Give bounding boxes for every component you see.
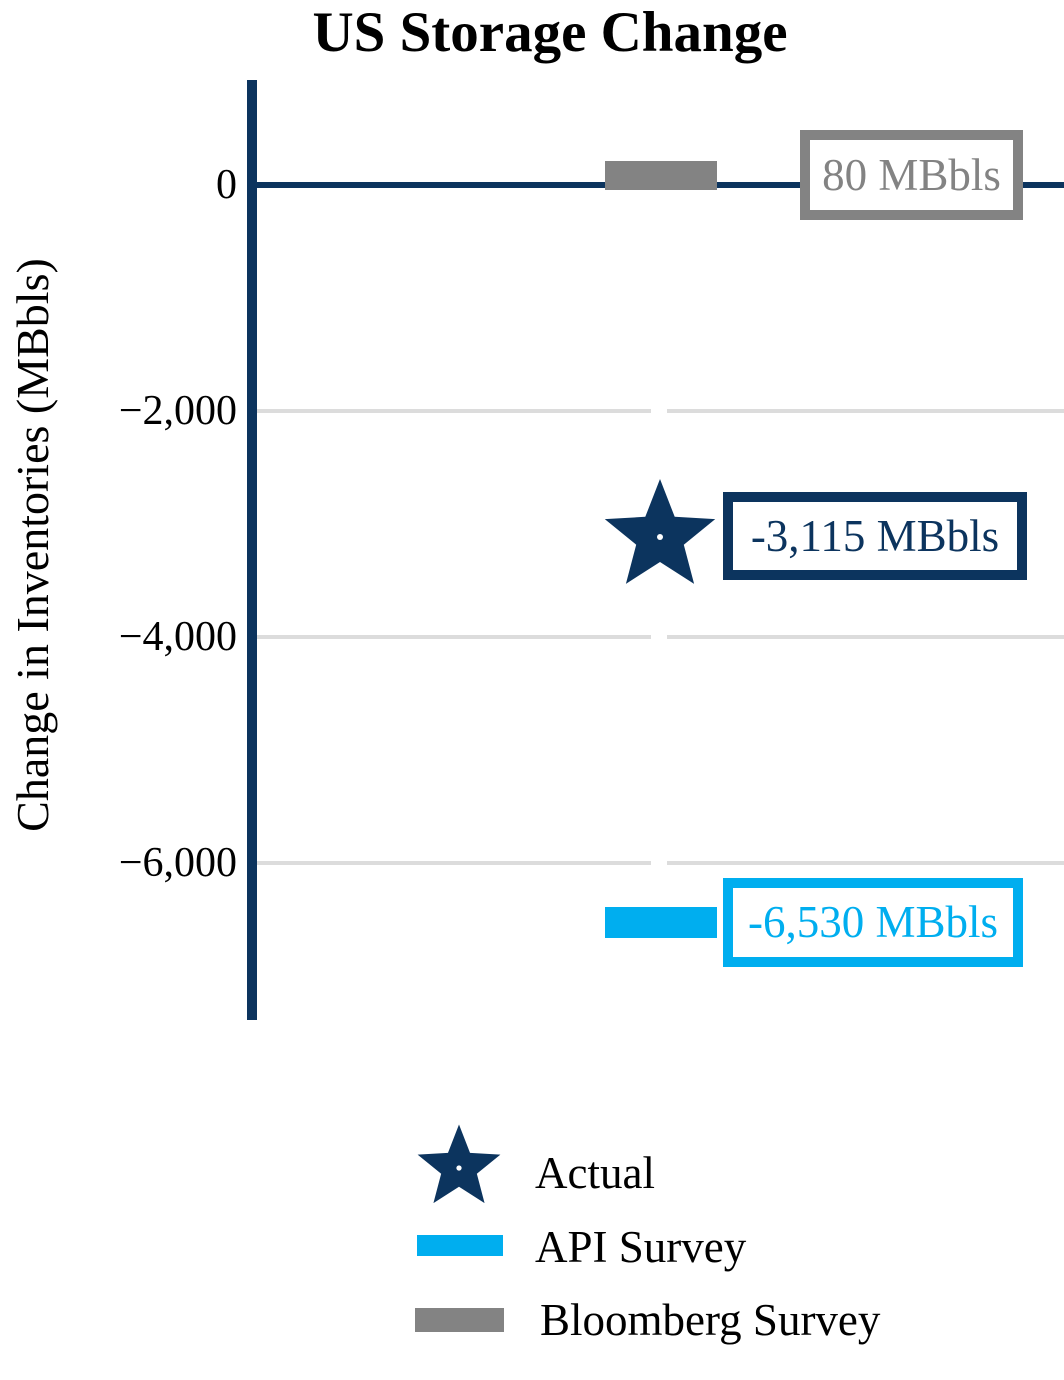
actual-star-marker-icon bbox=[604, 479, 716, 584]
legend-label-actual: Actual bbox=[535, 1148, 655, 1198]
api-survey-marker bbox=[605, 907, 717, 938]
gridline-minus-6000 bbox=[667, 861, 1064, 865]
gridline-minus-4000 bbox=[667, 635, 1064, 639]
bloomberg-survey-annotation-text: 80 MBbls bbox=[822, 149, 1001, 200]
y-tick-label: 0 bbox=[216, 162, 237, 208]
y-axis-label: Change in Inventories (MBbls) bbox=[7, 258, 58, 832]
y-tick-label: −6,000 bbox=[118, 840, 237, 886]
bloomberg-survey-annotation: 80 MBbls bbox=[800, 130, 1023, 220]
api-survey-annotation: -6,530 MBbls bbox=[723, 878, 1023, 967]
y-axis-spine bbox=[247, 80, 257, 1020]
legend-label-api-survey: API Survey bbox=[535, 1222, 747, 1272]
gridline-minus-2000 bbox=[667, 409, 1064, 413]
actual-annotation-text: -3,115 MBbls bbox=[750, 510, 1000, 561]
y-tick-label: −4,000 bbox=[118, 614, 237, 660]
bloomberg-survey-marker bbox=[605, 161, 717, 190]
actual-annotation: -3,115 MBbls bbox=[723, 492, 1027, 580]
gridline-minus-4000 bbox=[257, 635, 651, 639]
gridline-minus-2000 bbox=[257, 409, 651, 413]
legend-star-icon bbox=[417, 1124, 501, 1204]
gridline-minus-6000 bbox=[257, 861, 651, 865]
legend-swatch-api-survey bbox=[417, 1235, 503, 1256]
y-tick-label: −2,000 bbox=[118, 388, 237, 434]
legend-swatch-bloomberg-survey bbox=[415, 1308, 504, 1332]
chart-title: US Storage Change bbox=[312, 1, 788, 64]
legend-label-bloomberg-survey: Bloomberg Survey bbox=[540, 1295, 881, 1345]
api-survey-annotation-text: -6,530 MBbls bbox=[747, 897, 999, 947]
